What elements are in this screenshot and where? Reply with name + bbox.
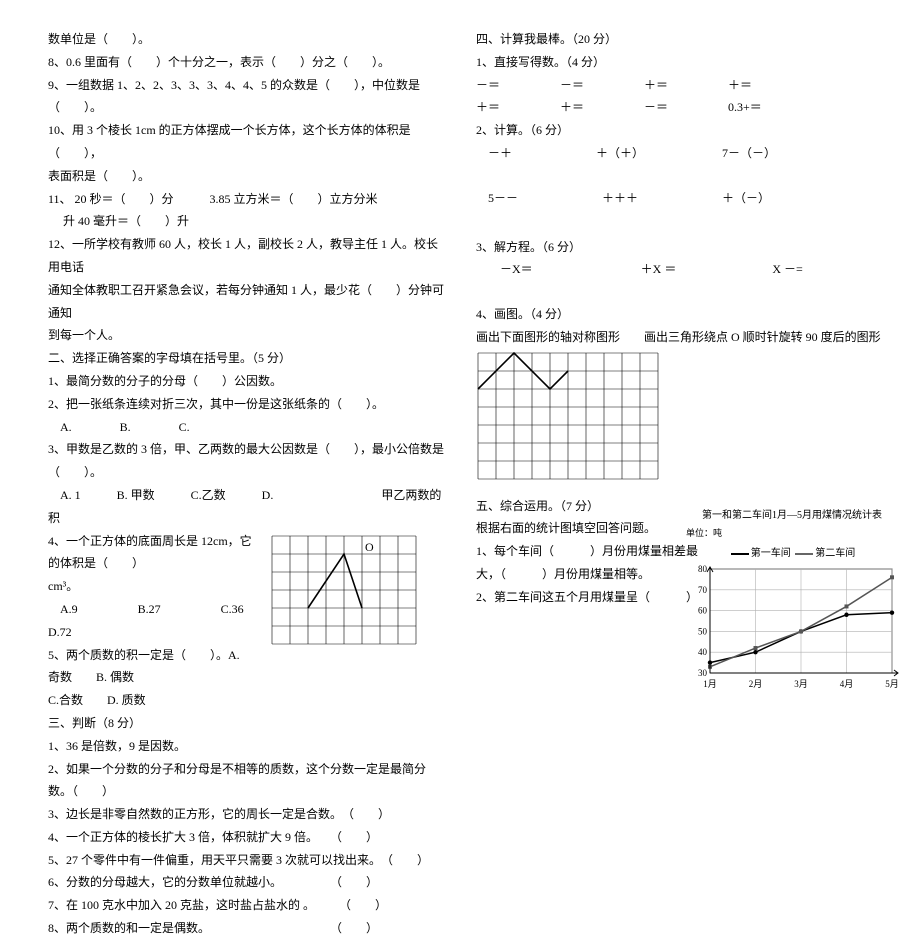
grid-figure-right	[476, 351, 660, 481]
line: 3、边长是非零自然数的正方形，它的周长一定是合数。 （ ）	[48, 803, 448, 826]
line: 2、计算。（6 分）	[476, 119, 896, 142]
svg-text:60: 60	[698, 606, 708, 616]
legend-swatch-2	[795, 553, 813, 555]
svg-text:1月: 1月	[703, 679, 717, 689]
line: 2、如果一个分数的分子和分母是不相等的质数，这个分数一定是最简分数。（ ）	[48, 758, 448, 804]
line: 4、画图。（4 分）	[476, 303, 896, 326]
line: 6、分数的分母越大，它的分数单位就越小。 （ ）	[48, 871, 448, 894]
chart-svg: 30 40 50 60 70 80 1月 2月 3月 4月 5月	[682, 565, 902, 691]
line: 12、一所学校有教师 60 人，校长 1 人，副校长 2 人，教导主任 1 人。…	[48, 233, 448, 279]
line-chart: 第一和第二车间1月—5月用煤情况统计表 单位：吨 第一车间 第二车间 30405…	[682, 506, 902, 674]
line: 8、0.6 里面有（ ）个十分之一，表示（ ）分之（ ）。	[48, 51, 448, 74]
line: 11、 20 秒＝（ ）分 3.85 立方米＝（ ）立方分米	[48, 188, 448, 211]
line: －＝ －＝ ＋＝ ＋＝	[476, 74, 896, 97]
left-column: 数单位是（ ）。 8、0.6 里面有（ ）个十分之一，表示（ ）分之（ ）。 9…	[48, 28, 448, 940]
chart-title: 第一和第二车间1月—5月用煤情况统计表	[682, 506, 902, 525]
line: 3、解方程。（6 分）	[476, 236, 896, 259]
svg-text:40: 40	[698, 647, 708, 657]
line: A. 1 B. 甲数 C.乙数 D. 甲乙两数的积	[48, 484, 448, 530]
svg-text:4月: 4月	[840, 679, 854, 689]
line: 7、在 100 克水中加入 20 克盐，这时盐占盐水的 。 （ ）	[48, 894, 448, 917]
line: 4、一个正方体的棱长扩大 3 倍，体积就扩大 9 倍。 （ ）	[48, 826, 448, 849]
line: C.合数 D. 质数	[48, 689, 448, 712]
section-4-title: 四、计算我最棒。（20 分）	[476, 28, 896, 51]
line: －X＝ ＋X ＝ X －=	[476, 258, 896, 281]
legend-label-2: 第二车间	[815, 548, 855, 559]
svg-text:5月: 5月	[885, 679, 899, 689]
chart-legend: 第一车间 第二车间	[682, 544, 902, 563]
line: 2、把一张纸条连续对折三次，其中一份是这张纸条的（ ）。	[48, 393, 448, 416]
svg-text:70: 70	[698, 585, 708, 595]
line: 1、最简分数的分子的分母（ ）公因数。	[48, 370, 448, 393]
legend-label-1: 第一车间	[751, 548, 791, 559]
line: 表面积是（ ）。	[48, 165, 448, 188]
line: 1、36 是倍数，9 是因数。	[48, 735, 448, 758]
svg-text:3月: 3月	[794, 679, 808, 689]
section-2-title: 二、选择正确答案的字母填在括号里。（5 分）	[48, 347, 448, 370]
line: 升 40 毫升＝（ ）升	[48, 210, 448, 233]
svg-text:2月: 2月	[749, 679, 763, 689]
svg-text:50: 50	[698, 626, 708, 636]
line: ＋＝ ＋＝ －＝ 0.3+＝	[476, 96, 896, 119]
line: （ ）。	[48, 461, 448, 484]
svg-text:80: 80	[698, 565, 708, 574]
line: 10、用 3 个棱长 1cm 的正方体摆成一个长方体，这个长方体的体积是（ ），	[48, 119, 448, 165]
line: 5－－ ＋＋＋ ＋（－）	[476, 187, 896, 210]
line: 3、甲数是乙数的 3 倍，甲、乙两数的最大公因数是（ ），最小公倍数是	[48, 438, 448, 461]
line: 9、一组数据 1、2、2、3、3、3、4、4、5 的众数是（ ），中位数是（ ）…	[48, 74, 448, 120]
chart-ylabel: 单位：吨	[682, 525, 902, 542]
line: 到每一个人。	[48, 324, 448, 347]
line: －＋ ＋（＋） 7－（－）	[476, 142, 896, 165]
right-column: 四、计算我最棒。（20 分） 1、直接写得数。（4 分） －＝ －＝ ＋＝ ＋＝…	[476, 28, 896, 940]
line: 画出下面图形的轴对称图形 画出三角形绕点 O 顺时针旋转 90 度后的图形	[476, 326, 896, 349]
svg-text:30: 30	[698, 668, 708, 678]
legend-swatch-1	[731, 553, 749, 555]
line: 通知全体教职工召开紧急会议，若每分钟通知 1 人，最少花（ ）分钟可通知	[48, 279, 448, 325]
line: A. B. C.	[48, 416, 448, 439]
section-3-title: 三、判断（8 分）	[48, 712, 448, 735]
line: 8、两个质数的和一定是偶数。 （ ）	[48, 917, 448, 940]
grid-figure-left: O	[270, 534, 418, 646]
line: 数单位是（ ）。	[48, 28, 448, 51]
line: 5、27 个零件中有一件偏重，用天平只需要 3 次就可以找出来。 （ ）	[48, 849, 448, 872]
line: 5、两个质数的积一定是（ ）。A. 奇数 B. 偶数	[48, 644, 448, 690]
line: 1、直接写得数。（4 分）	[476, 51, 896, 74]
